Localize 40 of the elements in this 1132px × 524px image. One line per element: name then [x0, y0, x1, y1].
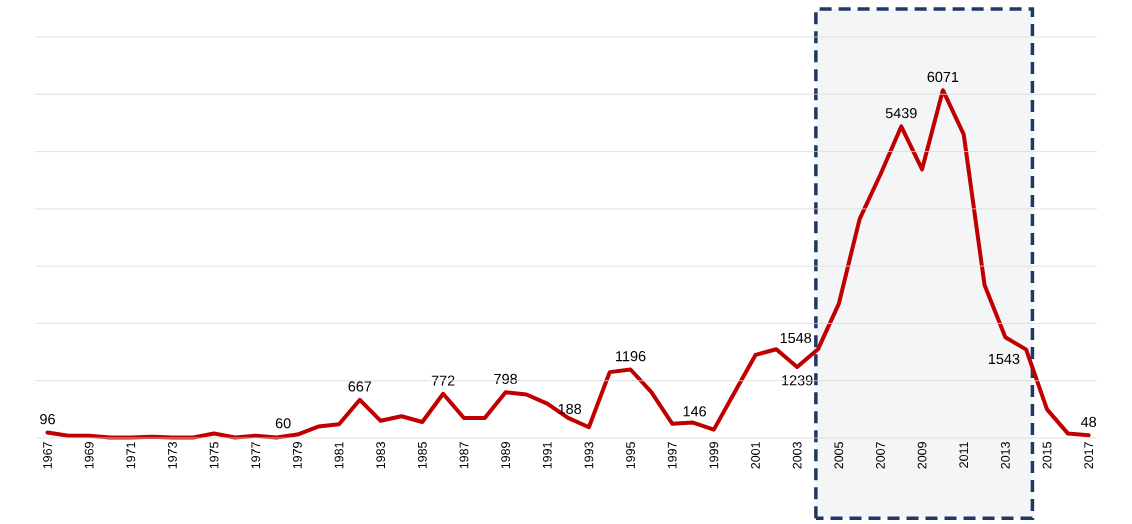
- x-tick-label: 2013: [1000, 442, 1010, 469]
- data-label: 1548: [780, 332, 812, 344]
- x-tick-label: 2007: [876, 442, 885, 469]
- data-label: 667: [348, 381, 372, 392]
- x-tick-label: 1979: [292, 442, 302, 469]
- data-label: 5439: [885, 107, 917, 119]
- data-label: 146: [683, 406, 706, 417]
- x-tick-label: 1985: [417, 442, 427, 469]
- data-label: 798: [494, 373, 518, 385]
- x-tick-label: 1975: [209, 442, 219, 469]
- x-tick-label: 2003: [792, 442, 802, 469]
- data-label: 48: [1080, 416, 1097, 428]
- data-label: 1543: [988, 353, 1020, 365]
- x-tick-label: 2001: [751, 442, 760, 469]
- x-tick-label: 1993: [584, 442, 594, 469]
- data-label: 96: [40, 414, 55, 425]
- data-label: 188: [558, 403, 582, 415]
- x-tick-label: 1971: [126, 442, 136, 469]
- x-tick-label: 1983: [376, 442, 386, 469]
- x-tick-label: 2009: [917, 442, 927, 469]
- x-tick-label: 1977: [251, 442, 261, 469]
- data-label: 1196: [616, 351, 646, 362]
- data-label: 1239: [782, 375, 813, 386]
- x-tick-label: 1981: [334, 442, 344, 469]
- x-tick-label: 1967: [43, 442, 52, 469]
- x-tick-label: 1997: [667, 442, 677, 469]
- x-tick-label: 1969: [84, 442, 94, 469]
- x-tick-label: 2005: [834, 442, 844, 469]
- data-label: 60: [275, 418, 291, 429]
- x-tick-label: 1991: [542, 442, 552, 469]
- x-tick-label: 1987: [459, 442, 469, 469]
- x-tick-label: 2017: [1084, 442, 1094, 469]
- x-tick-label: 1995: [626, 442, 635, 469]
- x-tick-label: 1999: [709, 442, 719, 469]
- data-label: 6071: [927, 71, 959, 83]
- x-tick-label: 1989: [501, 442, 511, 469]
- x-tick-label: 1973: [168, 442, 177, 469]
- x-tick-label: 2015: [1042, 442, 1052, 469]
- x-tick-label: 2011: [959, 442, 969, 468]
- data-label: 772: [431, 375, 455, 386]
